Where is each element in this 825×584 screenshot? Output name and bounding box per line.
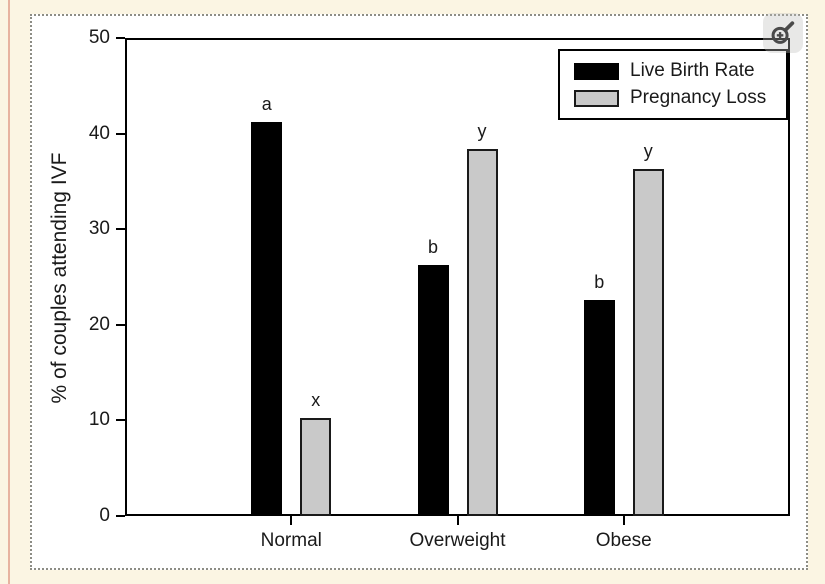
y-tick-label: 0 <box>99 505 110 526</box>
bar-significance-label: b <box>594 271 605 292</box>
legend-label-live-birth-rate: Live Birth Rate <box>630 60 755 81</box>
y-tick-label: 10 <box>88 409 110 431</box>
legend-item-live-birth-rate: Live Birth Rate <box>574 60 786 82</box>
y-tick-mark <box>116 132 125 135</box>
bar-pregnancy-loss-obese <box>632 168 664 516</box>
bar-live-birth-rate-overweight <box>417 264 449 516</box>
x-category-label: Overweight <box>409 530 506 551</box>
y-tick-mark <box>116 515 125 517</box>
y-tick-mark <box>116 323 125 326</box>
legend-swatch-pregnancy-loss <box>574 89 619 107</box>
legend-item-pregnancy-loss: Pregnancy Loss <box>574 87 786 109</box>
bar-significance-label: x <box>311 389 321 410</box>
y-tick-label: 40 <box>88 122 110 144</box>
bar-significance-label: b <box>427 236 438 257</box>
y-tick-mark <box>116 419 125 422</box>
x-tick-mark <box>456 516 459 525</box>
y-tick-mark <box>116 228 125 231</box>
bar-live-birth-rate-normal <box>251 122 283 516</box>
y-tick-label: 30 <box>88 218 110 240</box>
y-tick-label: 20 <box>88 313 110 335</box>
bar-live-birth-rate-obese <box>583 299 615 516</box>
bar-significance-label: y <box>477 120 487 141</box>
bar-pregnancy-loss-overweight <box>466 148 498 516</box>
legend: Live Birth Rate Pregnancy Loss <box>558 49 788 120</box>
bar-pregnancy-loss-normal <box>300 417 332 516</box>
page-edge-accent-line <box>8 0 10 584</box>
bar-significance-label: y <box>643 140 653 161</box>
x-tick-mark <box>622 516 625 525</box>
bar-significance-label: a <box>261 94 272 115</box>
x-tick-mark <box>290 516 293 525</box>
zoom-in-icon <box>771 21 795 44</box>
y-tick-label: 50 <box>88 27 110 48</box>
legend-swatch-live-birth-rate <box>574 62 619 80</box>
legend-label-pregnancy-loss: Pregnancy Loss <box>630 87 767 108</box>
x-category-label: Normal <box>260 530 322 551</box>
x-category-label: Obese <box>595 530 652 551</box>
y-axis-title: % of couples attending IVF <box>48 152 71 404</box>
zoom-button[interactable] <box>763 13 803 53</box>
y-tick-mark <box>116 37 125 39</box>
